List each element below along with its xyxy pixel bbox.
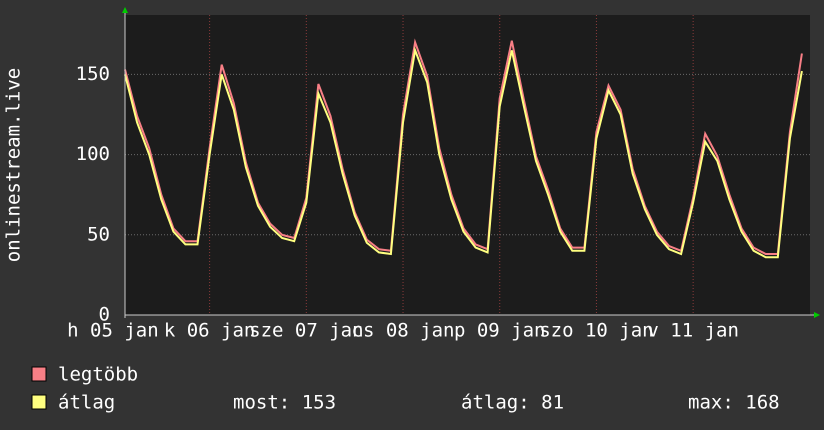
axis-arrow bbox=[814, 312, 820, 318]
x-tick-label: szo 10 jan bbox=[539, 320, 653, 342]
axis-arrow bbox=[122, 7, 128, 13]
stat-label: átlag: bbox=[461, 392, 530, 414]
legend-swatch bbox=[31, 394, 47, 410]
stat-value: 153 bbox=[302, 392, 336, 414]
y-axis-label: onlinestream.live bbox=[3, 68, 25, 262]
series-line bbox=[124, 46, 803, 259]
x-tick-label: p 09 jan bbox=[454, 320, 546, 342]
legend-label: legtöbb bbox=[58, 364, 138, 386]
y-tick-label: 50 bbox=[87, 223, 110, 245]
legend-label: átlag bbox=[58, 392, 115, 414]
y-tick-label: 150 bbox=[76, 63, 110, 85]
legend-swatch bbox=[31, 366, 47, 382]
x-tick-label: v 11 jan bbox=[647, 320, 739, 342]
stat-label: max: bbox=[688, 392, 734, 414]
x-tick-label: sze 07 jan bbox=[249, 320, 363, 342]
y-tick-label: 0 bbox=[99, 304, 110, 326]
x-tick-label: cs 08 jan bbox=[352, 320, 455, 342]
x-tick-label: h 05 jan bbox=[67, 320, 159, 342]
stat-value: 168 bbox=[745, 392, 779, 414]
x-tick-label: k 06 jan bbox=[164, 320, 256, 342]
stat-value: 81 bbox=[541, 392, 564, 414]
plot-area bbox=[125, 15, 810, 315]
y-tick-label: 100 bbox=[76, 143, 110, 165]
stat-label: most: bbox=[233, 392, 290, 414]
